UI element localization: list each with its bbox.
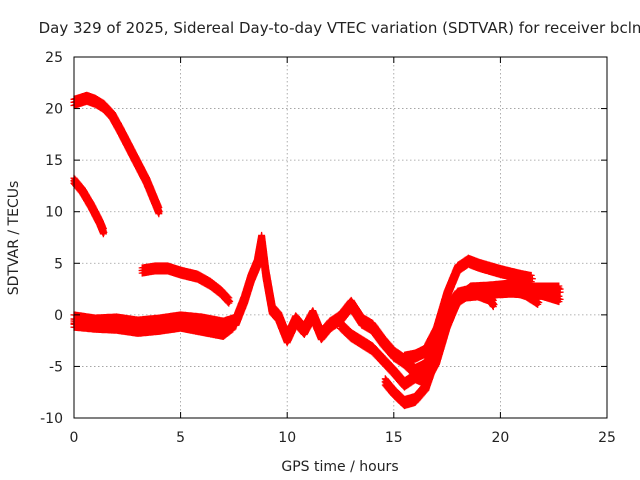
y-axis-label: SDTVAR / TECUs	[6, 181, 22, 296]
y-tick-label: 0	[54, 308, 63, 324]
series-marker-trail	[401, 254, 535, 365]
series-marker-trail	[486, 283, 542, 308]
y-tick-label: 5	[54, 256, 63, 272]
y-tick-label: 20	[45, 102, 63, 118]
y-tick-label: 15	[45, 153, 63, 169]
plot-frame	[73, 56, 608, 419]
series-arc-10	[486, 283, 543, 308]
axis-ticks: 0 5 10 15 20 25 -10 -5 0 5 10 15 20 25	[40, 50, 616, 446]
series-arc-8	[400, 254, 536, 365]
y-tick-label: -5	[49, 359, 63, 375]
x-tick-label: 20	[491, 430, 509, 446]
x-tick-label: 25	[598, 430, 616, 446]
y-tick-label: 10	[45, 205, 63, 221]
x-tick-label: 0	[70, 430, 79, 446]
y-tick-label: -10	[40, 411, 63, 427]
chart-title: Day 329 of 2025, Sidereal Day-to-day VTE…	[39, 19, 640, 37]
series-arc-3	[138, 262, 234, 307]
x-tick-label: 15	[385, 430, 403, 446]
x-tick-label: 10	[278, 430, 296, 446]
series-marker-trail	[138, 262, 233, 307]
x-axis-label: GPS time / hours	[281, 459, 398, 475]
x-tick-label: 5	[176, 430, 185, 446]
y-tick-label: 25	[45, 50, 63, 66]
